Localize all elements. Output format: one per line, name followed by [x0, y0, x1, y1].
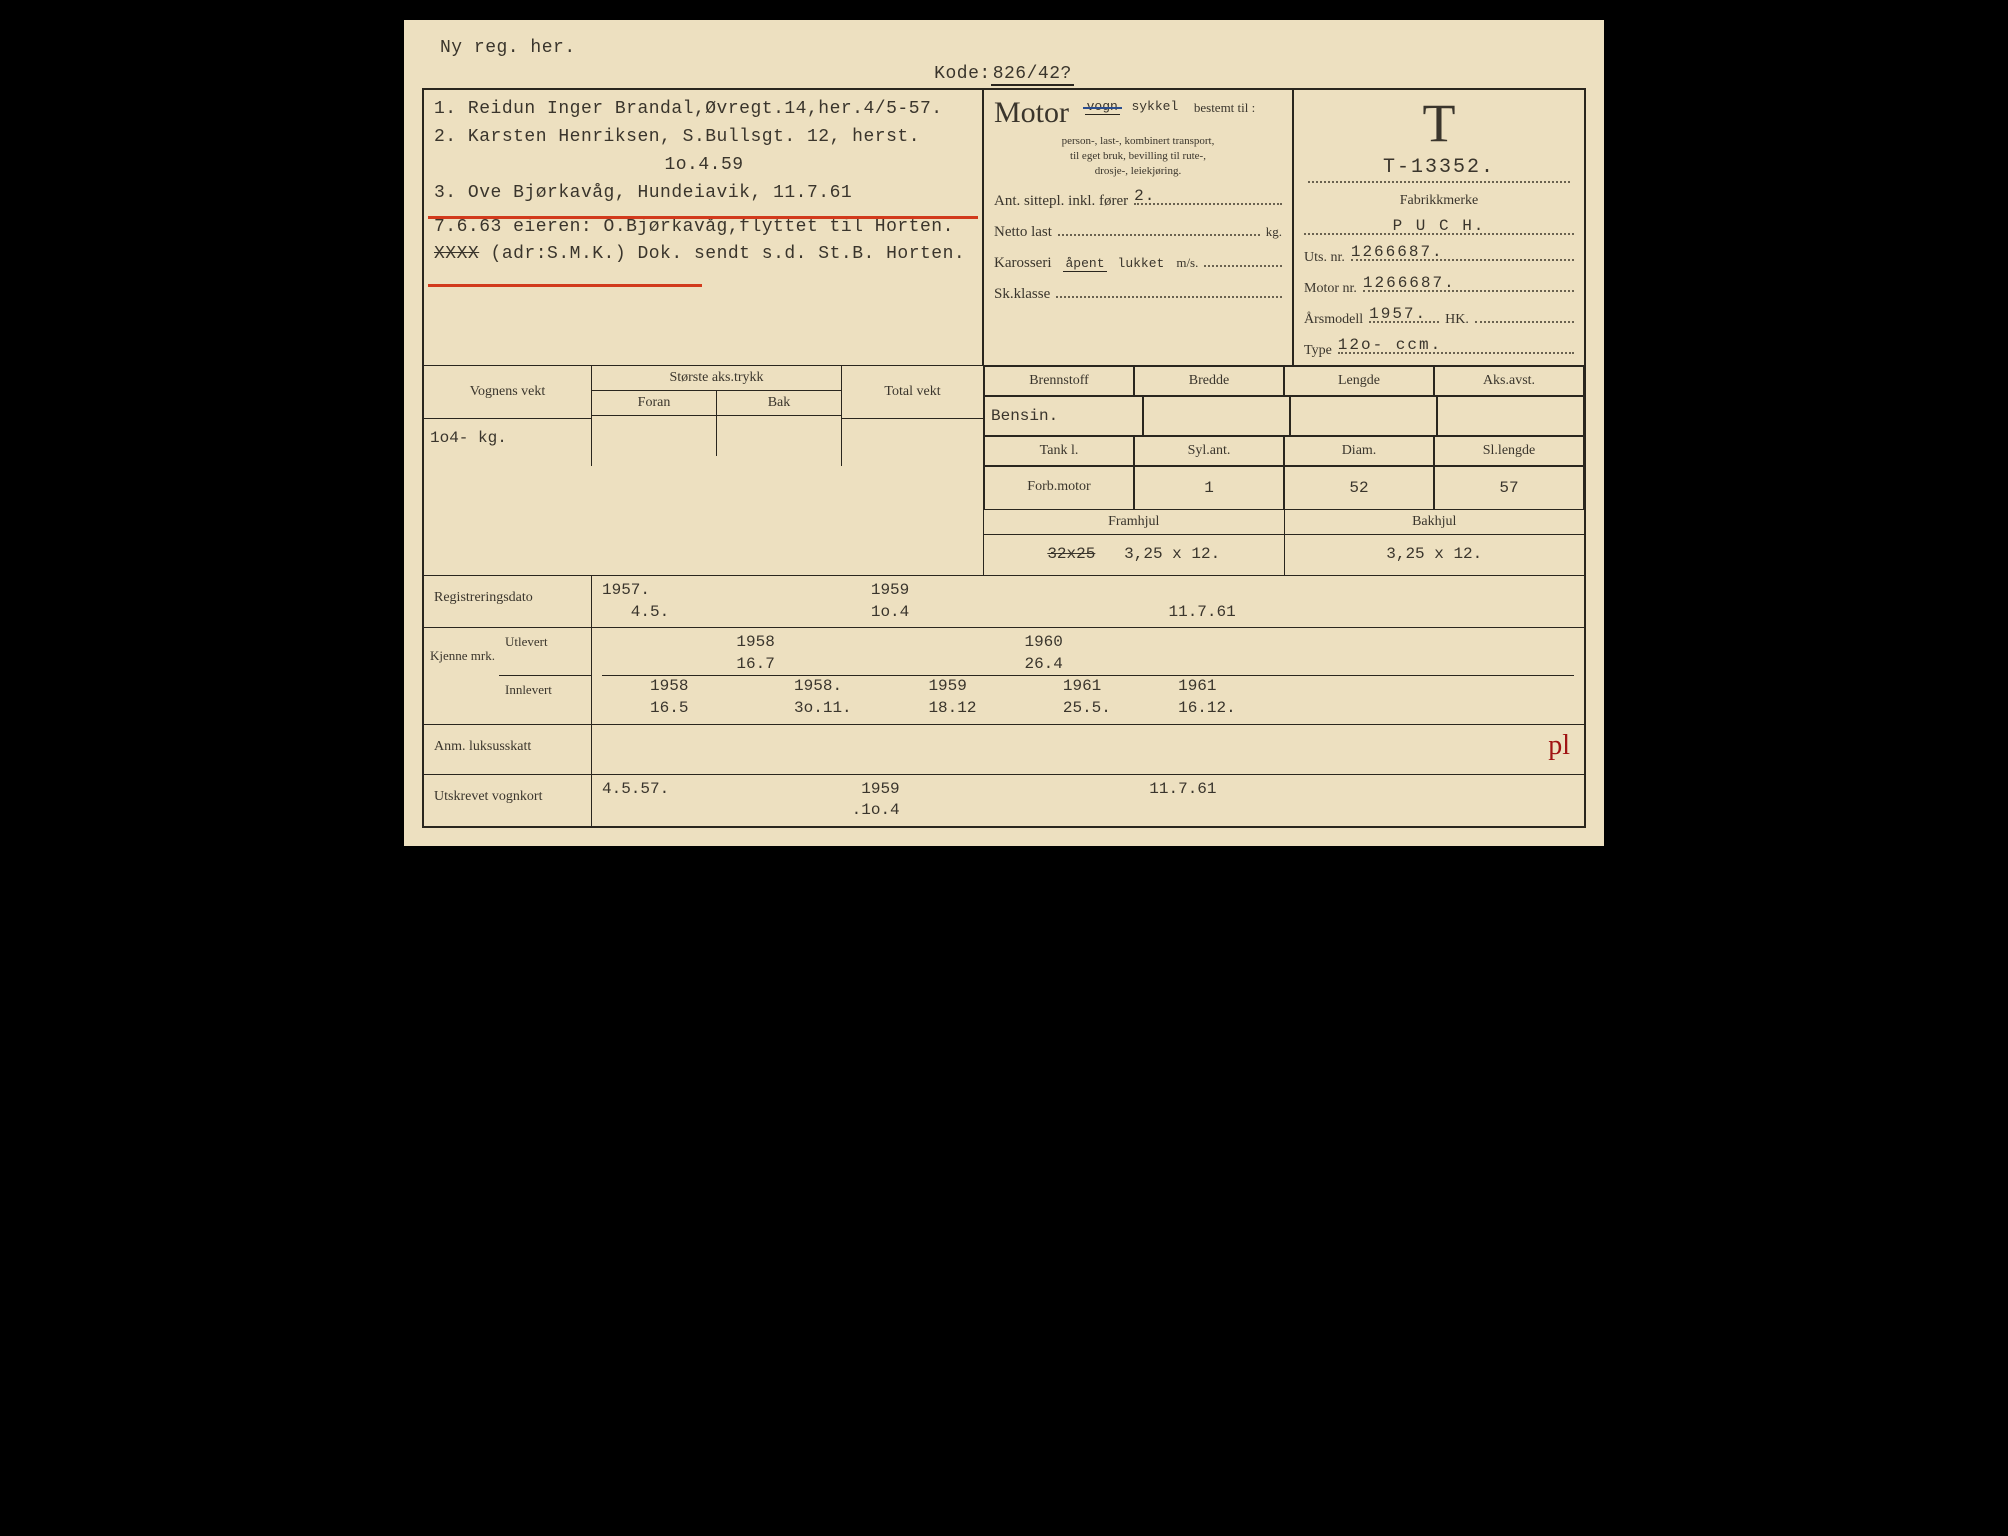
utskrevet-vognkort-row: Utskrevet vognkort 4.5.57. 1959 11.7.61 … — [422, 774, 1586, 828]
registreringsdato-label: Registreringsdato — [424, 576, 592, 627]
top-handwritten-note: Ny reg. her. — [422, 34, 1586, 64]
uts-nr-value: 1266687. — [1351, 243, 1574, 261]
motor-nr-line: Motor nr. 1266687. — [1304, 276, 1574, 297]
fabrikkmerke-value: P U C H. — [1304, 217, 1574, 235]
apent-lukket-fraction: åpent lukket — [1063, 256, 1166, 272]
kode-value: 826/42? — [991, 64, 1074, 86]
series-letter: T — [1304, 96, 1574, 150]
utlevert-label: Utlevert — [499, 628, 591, 676]
brennstoff-header: Brennstoff — [984, 366, 1134, 396]
wheels-row: Framhjul Bakhjul 32x25 3,25 x 12. 3,25 x… — [422, 510, 1586, 575]
weight-row: Vognens vekt 1o4- kg. Største aks.trykk … — [422, 365, 1586, 466]
registreringsdato-values: 1957. 1959 4.5. 1o.4 11.7.61 — [592, 576, 1584, 627]
totalvekt-header: Total vekt — [842, 366, 983, 419]
bredde-value — [1143, 396, 1290, 436]
owner-3: 3. Ove Bjørkavåg, Hundeiavik, 11.7.61 — [434, 180, 974, 208]
forb-motor-header: Forb.motor — [984, 466, 1134, 510]
kode-line: Kode:826/42? — [422, 64, 1586, 84]
netto-last-line: Netto last kg. — [994, 220, 1282, 241]
arsmodell-value: 1957. — [1369, 305, 1439, 323]
kjennemerke-row: Kjenne mrk. Utlevert Innlevert 1958 1960… — [422, 627, 1586, 723]
motor-header: Motor vogn sykkel bestemt til : — [994, 96, 1282, 130]
framhjul-value: 32x25 3,25 x 12. — [984, 535, 1285, 575]
registration-card: Ny reg. her. Kode:826/42? 1. Reidun Inge… — [404, 20, 1604, 846]
sylant-value: 1 — [1134, 466, 1284, 510]
lengde-value — [1290, 396, 1437, 436]
bredde-header: Bredde — [1134, 366, 1284, 396]
red-underline-1 — [428, 216, 978, 219]
lengde-header: Lengde — [1284, 366, 1434, 396]
right-panel: T T-13352. Fabrikkmerke P U C H. Uts. nr… — [1294, 90, 1584, 365]
handwritten-initial: pl — [1548, 727, 1570, 765]
aksavst-header: Aks.avst. — [1434, 366, 1584, 396]
registration-number: T-13352. — [1308, 156, 1570, 183]
vognvekt-header: Vognens vekt — [424, 366, 591, 419]
storste-aks-header: Største aks.trykk — [592, 366, 841, 391]
karosseri-ms: m/s. — [1176, 255, 1198, 271]
type-line: Type 12o- ccm. — [1304, 338, 1574, 359]
bakhjul-value: 3,25 x 12. — [1285, 535, 1585, 575]
forb-wheel-row: Forb.motor 1 52 57 — [422, 466, 1586, 510]
uts-nr-line: Uts. nr. 1266687. — [1304, 245, 1574, 266]
vognvekt-value: 1o4- kg. — [424, 419, 591, 457]
diam-value: 52 — [1284, 466, 1434, 510]
kode-label: Kode: — [934, 64, 991, 84]
anm-luksusskatt-row: Anm. luksusskatt pl — [422, 724, 1586, 774]
owner-2-date: 1o.4.59 — [434, 152, 974, 180]
sylant-header: Syl.ant. — [1134, 436, 1284, 466]
karosseri-line: Karosseri åpent lukket m/s. — [994, 251, 1282, 272]
kjenne-mrk-label: Kjenne mrk. — [424, 628, 499, 723]
sllengde-value: 57 — [1434, 466, 1584, 510]
red-underline-2 — [428, 284, 702, 287]
ant-sittepl-value: 2. — [1134, 187, 1282, 205]
type-value: 12o- ccm. — [1338, 336, 1574, 354]
vogn-sykkel-fraction: vogn sykkel — [1085, 98, 1181, 115]
bestemt-til-label: bestemt til : — [1194, 100, 1255, 116]
netto-last-unit: kg. — [1266, 224, 1282, 240]
owner-note-2: XXXX (adr:S.M.K.) Dok. sendt s.d. St.B. … — [434, 241, 974, 269]
karosseri-label: Karosseri — [994, 255, 1051, 272]
utskrevet-vognkort-values: 4.5.57. 1959 11.7.61 .1o.4 — [592, 775, 1584, 826]
motor-description: person-, last-, kombinert transport, til… — [994, 134, 1282, 179]
anm-luksusskatt-label: Anm. luksusskatt — [424, 725, 592, 774]
registreringsdato-row: Registreringsdato 1957. 1959 4.5. 1o.4 1… — [422, 575, 1586, 627]
innlevert-label: Innlevert — [499, 676, 591, 723]
utskrevet-vognkort-label: Utskrevet vognkort — [424, 775, 592, 826]
foran-header: Foran — [592, 391, 717, 416]
framhjul-header: Framhjul — [984, 510, 1285, 535]
bak-header: Bak — [717, 391, 841, 416]
diam-header: Diam. — [1284, 436, 1434, 466]
brennstoff-value: Bensin. — [984, 396, 1143, 436]
sllengde-header: Sl.lengde — [1434, 436, 1584, 466]
owners-panel: 1. Reidun Inger Brandal,Øvregt.14,her.4/… — [424, 90, 984, 365]
tank-header: Tank l. — [984, 436, 1134, 466]
fabrikkmerke-label: Fabrikkmerke — [1304, 193, 1574, 209]
anm-luksusskatt-values: pl — [592, 725, 1584, 774]
netto-last-label: Netto last — [994, 224, 1052, 241]
owner-2: 2. Karsten Henriksen, S.Bullsgt. 12, her… — [434, 124, 974, 152]
skklasse-label: Sk.klasse — [994, 286, 1050, 303]
main-upper-row: 1. Reidun Inger Brandal,Øvregt.14,her.4/… — [422, 88, 1586, 365]
owner-1: 1. Reidun Inger Brandal,Øvregt.14,her.4/… — [434, 96, 974, 124]
motor-panel: Motor vogn sykkel bestemt til : person-,… — [984, 90, 1294, 365]
kjennemerke-values: 1958 1960 16.7 26.4 1958 1958. 1959 1961… — [592, 628, 1584, 723]
ant-sittepl-label: Ant. sittepl. inkl. fører — [994, 193, 1128, 210]
aksavst-value — [1437, 396, 1584, 436]
skklasse-line: Sk.klasse — [994, 282, 1282, 303]
arsmodell-line: Årsmodell 1957. HK. — [1304, 307, 1574, 328]
motor-nr-value: 1266687. — [1363, 274, 1574, 292]
ant-sittepl-line: Ant. sittepl. inkl. fører 2. — [994, 189, 1282, 210]
bakhjul-header: Bakhjul — [1285, 510, 1585, 535]
motor-title: Motor — [994, 96, 1069, 130]
